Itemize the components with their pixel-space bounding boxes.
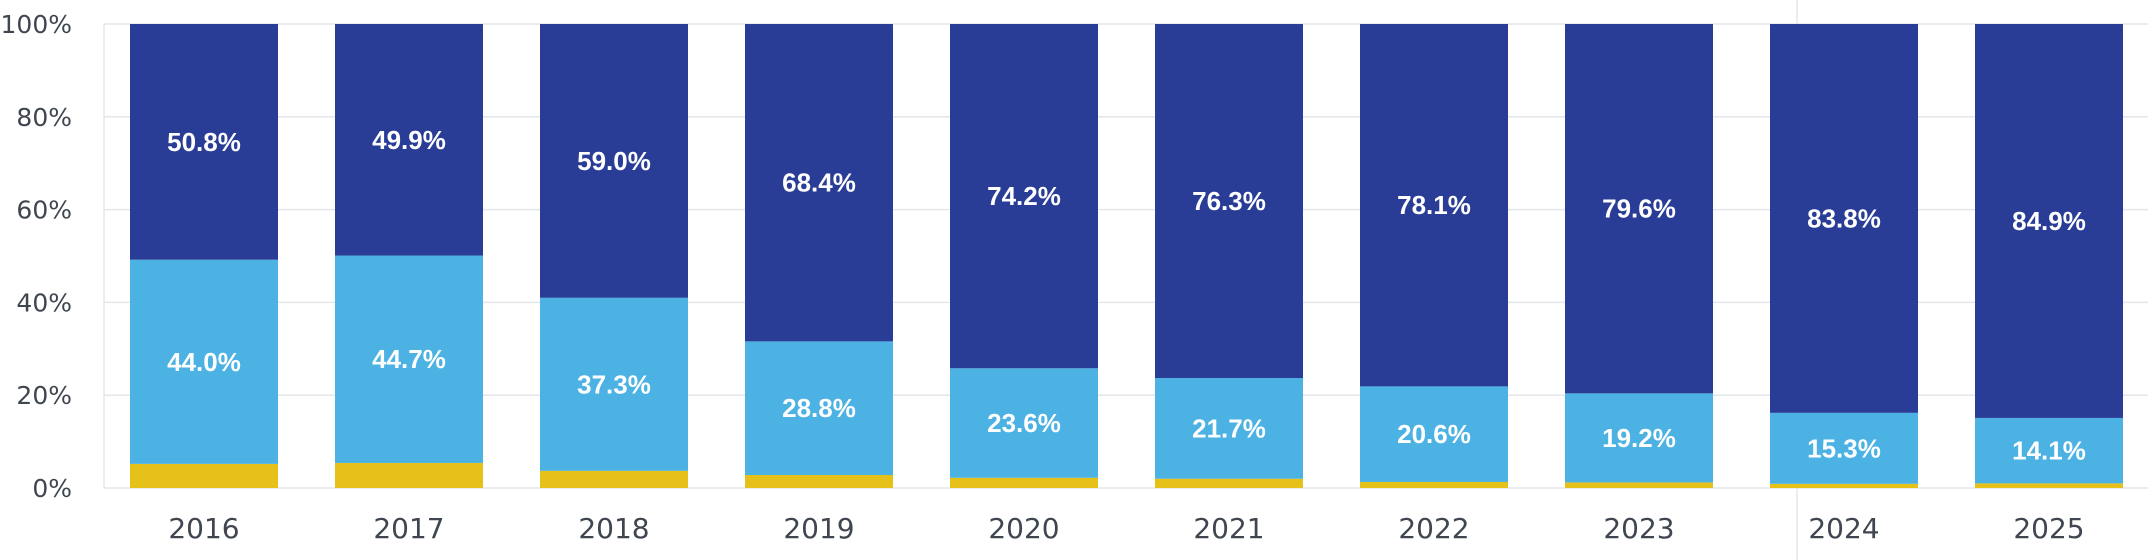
x-category-label: 2024 bbox=[1808, 512, 1879, 545]
data-label-2023-series-2: 79.6% bbox=[1602, 194, 1676, 224]
y-tick-label: 0% bbox=[32, 474, 72, 503]
x-category-label: 2019 bbox=[783, 512, 854, 545]
bar-segment-2024-series-1 bbox=[1770, 412, 1918, 484]
bar-layer bbox=[130, 24, 2123, 488]
data-label-2023-series-1: 19.2% bbox=[1602, 423, 1676, 453]
bar-segment-2025-series-2 bbox=[1975, 24, 2123, 418]
bar-segment-2024-series-0 bbox=[1770, 483, 1918, 488]
bar-segment-2022-series-0 bbox=[1360, 481, 1508, 488]
bar-segment-2017-series-1 bbox=[335, 255, 483, 463]
bar-segment-2017-series-0 bbox=[335, 462, 483, 488]
data-label-2016-series-1: 44.0% bbox=[167, 347, 241, 377]
bar-segment-2019-series-0 bbox=[745, 475, 893, 488]
bar-segment-2021-series-1 bbox=[1155, 378, 1303, 479]
y-tick-label: 100% bbox=[1, 10, 72, 39]
axis-layer: 0% 20% 40% 60% 80% 100% 2016 2017 2018 2019 2020 20… bbox=[1, 10, 2085, 545]
x-category-label: 2025 bbox=[2013, 512, 2084, 545]
x-category-label: 2021 bbox=[1193, 512, 1264, 545]
x-category-label: 2018 bbox=[578, 512, 649, 545]
bar-segment-2016-series-2 bbox=[130, 24, 278, 260]
bar-segment-2016-series-0 bbox=[130, 463, 278, 488]
x-category-label: 2016 bbox=[168, 512, 239, 545]
x-category-label: 2023 bbox=[1603, 512, 1674, 545]
bar-segment-2025-series-0 bbox=[1975, 483, 2123, 488]
bar-segment-2018-series-0 bbox=[540, 470, 688, 488]
bar-segment-2021-series-2 bbox=[1155, 24, 1303, 379]
data-label-2020-series-2: 74.2% bbox=[987, 181, 1061, 211]
data-label-2024-series-1: 15.3% bbox=[1807, 433, 1881, 463]
bar-segment-2020-series-2 bbox=[950, 24, 1098, 369]
bar-segment-2021-series-0 bbox=[1155, 478, 1303, 488]
y-tick-label: 80% bbox=[16, 103, 72, 132]
bar-segment-2016-series-1 bbox=[130, 259, 278, 464]
data-label-2021-series-2: 76.3% bbox=[1192, 186, 1266, 216]
bar-segment-2020-series-1 bbox=[950, 368, 1098, 478]
data-label-2018-series-1: 37.3% bbox=[577, 369, 651, 399]
data-label-2025-series-1: 14.1% bbox=[2012, 436, 2086, 466]
x-category-label: 2022 bbox=[1398, 512, 1469, 545]
bar-segment-2019-series-1 bbox=[745, 341, 893, 476]
y-tick-label: 60% bbox=[16, 196, 72, 225]
bar-segment-2023-series-2 bbox=[1565, 24, 1713, 394]
data-label-layer: 44.0% 50.8% 44.7% 49.9% 37.3% 59.0% 28.8% 68.4%… bbox=[167, 125, 2086, 466]
x-category-label: 2017 bbox=[373, 512, 444, 545]
data-label-2022-series-1: 20.6% bbox=[1397, 419, 1471, 449]
data-label-2020-series-1: 23.6% bbox=[987, 408, 1061, 438]
bar-segment-2018-series-1 bbox=[540, 297, 688, 471]
bar-segment-2024-series-2 bbox=[1770, 24, 1918, 413]
data-label-2018-series-2: 59.0% bbox=[577, 146, 651, 176]
bar-segment-2023-series-1 bbox=[1565, 393, 1713, 483]
bar-segment-2023-series-0 bbox=[1565, 482, 1713, 488]
bar-segment-2022-series-1 bbox=[1360, 386, 1508, 482]
data-label-2022-series-2: 78.1% bbox=[1397, 190, 1471, 220]
data-label-2025-series-2: 84.9% bbox=[2012, 206, 2086, 236]
bar-segment-2019-series-2 bbox=[745, 24, 893, 342]
x-category-label: 2020 bbox=[988, 512, 1059, 545]
y-tick-label: 40% bbox=[16, 288, 72, 317]
bar-segment-2022-series-2 bbox=[1360, 24, 1508, 387]
bar-segment-2017-series-2 bbox=[335, 24, 483, 256]
data-label-2016-series-2: 50.8% bbox=[167, 127, 241, 157]
data-label-2019-series-2: 68.4% bbox=[782, 168, 856, 198]
data-label-2017-series-1: 44.7% bbox=[372, 344, 446, 374]
y-tick-label: 20% bbox=[16, 381, 72, 410]
data-label-2021-series-1: 21.7% bbox=[1192, 413, 1266, 443]
data-label-2017-series-2: 49.9% bbox=[372, 125, 446, 155]
bar-segment-2020-series-0 bbox=[950, 477, 1098, 488]
bar-segment-2018-series-2 bbox=[540, 24, 688, 298]
bar-segment-2025-series-1 bbox=[1975, 417, 2123, 484]
data-label-2019-series-1: 28.8% bbox=[782, 393, 856, 423]
data-label-2024-series-2: 83.8% bbox=[1807, 203, 1881, 233]
